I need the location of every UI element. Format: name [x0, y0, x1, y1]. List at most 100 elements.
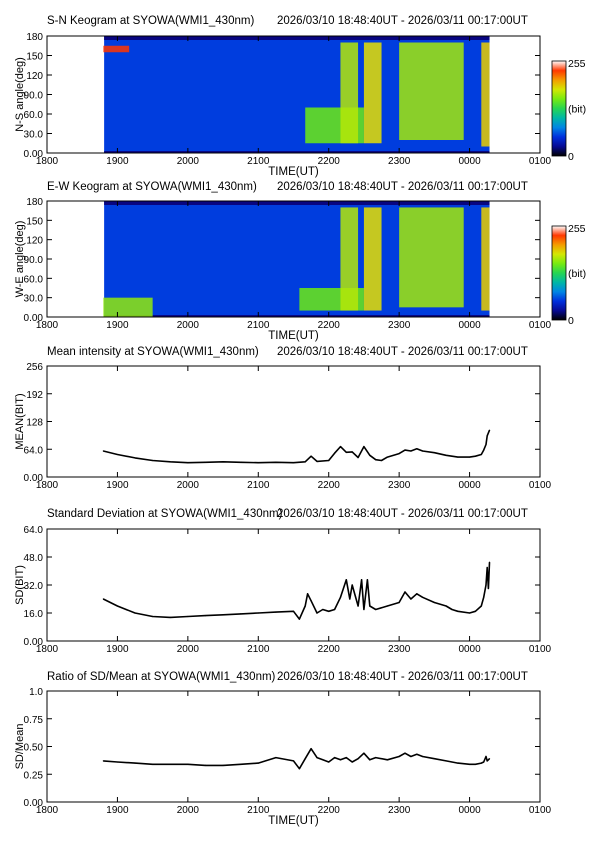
y-tick-label: 64.0: [24, 445, 44, 456]
data-point: [416, 593, 418, 595]
data-point: [328, 610, 330, 612]
data-point: [486, 760, 488, 762]
data-point: [339, 446, 342, 448]
keogram-feature: [481, 207, 490, 311]
x-tick-label: 0100: [529, 805, 552, 816]
data-point: [322, 759, 324, 761]
colorbar: [551, 225, 567, 321]
x-tick-label: 1800: [36, 644, 59, 655]
data-point: [333, 452, 336, 454]
data-point: [480, 762, 482, 764]
data-point: [257, 762, 259, 764]
data-point: [116, 761, 119, 763]
data-point: [451, 455, 453, 457]
x-tick-label: 2300: [388, 156, 411, 167]
data-point: [357, 758, 359, 760]
data-point: [351, 451, 353, 453]
data-point: [404, 449, 406, 451]
data-point: [306, 593, 309, 595]
data-point: [404, 752, 406, 754]
data-point: [363, 446, 365, 448]
data-point: [485, 584, 487, 586]
data-point: [483, 761, 485, 763]
data-point: [316, 757, 318, 759]
x-tick-label: 2300: [388, 480, 411, 491]
colorbar-max-label: 255: [568, 58, 586, 70]
y-axis-label: SD/Mean: [14, 724, 26, 770]
data-point: [486, 435, 488, 437]
data-point: [240, 613, 242, 615]
data-point: [134, 457, 136, 459]
x-tick-label: 2200: [318, 644, 341, 655]
data-point: [116, 453, 119, 456]
data-point: [485, 755, 487, 758]
series-line: [103, 747, 491, 770]
data-point: [360, 579, 363, 581]
data-point: [351, 761, 353, 763]
keogram-horizon-band: [104, 151, 490, 153]
data-point: [445, 760, 447, 762]
data-point: [275, 757, 277, 759]
x-tick-label: 2100: [247, 644, 270, 655]
colorbar-unit-label: (bit): [568, 268, 586, 280]
data-point: [363, 752, 365, 754]
y-tick-label: 180: [26, 32, 43, 43]
data-point: [386, 605, 389, 607]
x-tick-label: 2000: [177, 320, 200, 331]
y-tick-label: 30.0: [24, 130, 44, 141]
y-tick-label: 192: [26, 390, 43, 401]
data-point: [222, 614, 224, 616]
x-tick-label: 2200: [318, 805, 341, 816]
panel-time-range: 2026/03/10 18:48:40UT - 2026/03/11 00:17…: [277, 346, 528, 358]
y-tick-label: 0.00: [24, 798, 44, 809]
data-point: [169, 763, 171, 765]
x-tick-label: 0000: [458, 320, 481, 331]
data-point: [152, 459, 154, 462]
data-point: [134, 612, 136, 614]
data-point: [310, 748, 312, 750]
data-point: [369, 759, 371, 761]
x-axis-label: TIME(UT): [268, 330, 319, 342]
keogram-horizon-band: [104, 201, 490, 205]
data-point: [333, 608, 336, 611]
y-tick-label: 30.0: [24, 294, 44, 305]
data-point: [310, 455, 312, 457]
y-tick-label: 0.75: [24, 715, 44, 726]
x-tick-label: 2100: [247, 805, 270, 816]
x-tick-label: 1900: [106, 320, 129, 331]
data-point: [386, 456, 389, 458]
keogram-feature: [103, 45, 130, 53]
data-point: [222, 764, 224, 766]
data-point: [298, 618, 300, 620]
keogram-horizon-band: [104, 315, 490, 317]
data-point: [257, 612, 259, 614]
data-point: [398, 601, 400, 604]
data-point: [410, 598, 412, 600]
data-point: [480, 605, 482, 607]
data-point: [457, 456, 459, 458]
panel-time-range: 2026/03/10 18:48:40UT - 2026/03/11 00:17…: [277, 508, 528, 520]
data-point: [345, 579, 347, 581]
panel-4: Standard Deviation at SYOWA(WMI1_430nm)2…: [14, 508, 552, 655]
data-point: [366, 579, 369, 581]
panel-3: Mean intensity at SYOWA(WMI1_430nm) 2026/…: [14, 346, 552, 491]
data-point: [310, 600, 312, 602]
x-axis-label: TIME(UT): [268, 815, 319, 827]
data-point: [380, 459, 383, 462]
x-tick-label: 2100: [247, 480, 270, 491]
data-point: [357, 456, 359, 459]
y-tick-label: 48.0: [24, 553, 44, 564]
data-point: [204, 461, 207, 463]
data-point: [187, 763, 189, 765]
panel-title: S-N Keogram at SYOWA(WMI1_430nm): [47, 15, 254, 27]
panel-2: E-W Keogram at SYOWA(WMI1_430nm) 2026/03/…: [14, 181, 586, 342]
panel-1: S-N Keogram at SYOWA(WMI1_430nm) 2026/03/…: [14, 15, 586, 178]
x-tick-label: 1800: [36, 320, 59, 331]
data-point: [292, 610, 295, 612]
data-point: [292, 760, 295, 762]
y-tick-label: 150: [26, 52, 43, 63]
data-point: [410, 450, 412, 452]
data-point: [375, 757, 377, 759]
panel-title: E-W Keogram at SYOWA(WMI1_430nm): [47, 181, 257, 193]
data-point: [375, 459, 377, 461]
